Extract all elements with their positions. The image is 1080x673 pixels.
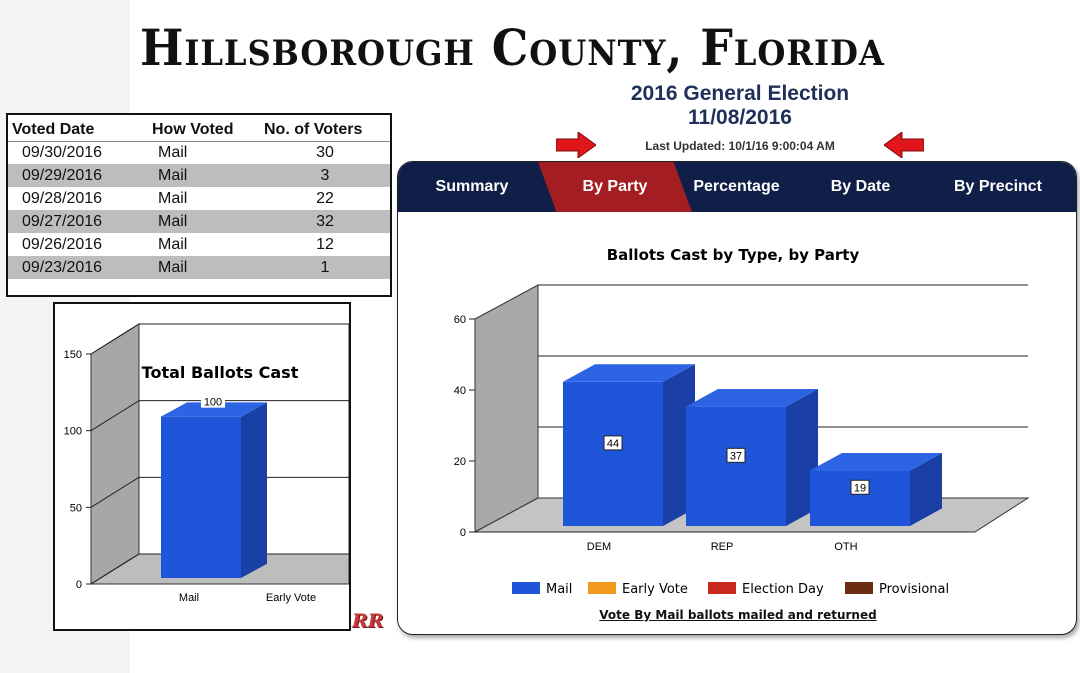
table-row: 09/29/2016 Mail 3 [8,164,390,187]
how-voted-cell: Mail [148,164,260,187]
grid-line [90,400,140,432]
voted-table: Voted Date How Voted No. of Voters 09/30… [8,115,390,279]
grid-line [90,553,140,585]
side-wall [474,284,539,533]
bar-mail-top [161,402,267,417]
bar-oth-side [910,452,942,526]
total-ballots-svg: 0 50 100 150 Total Ballots Cast Mail 100 Early … [64,323,349,604]
x-tick-label: Mail [179,592,199,604]
voters-count-cell: 22 [316,189,334,207]
data-label: 37 [730,450,742,462]
bar-mail-side [241,402,267,578]
side-wall [90,323,140,585]
county-title: Hillsborough County, Florida [140,18,885,77]
data-label-box [201,396,225,408]
voted-date-table: Voted Date How Voted No. of Voters 09/30… [6,113,392,297]
tab-by-party[interactable]: By Party [538,162,692,212]
how-voted-cell: Mail [158,143,188,161]
x-tick-label: REP [711,541,734,553]
legend-label: Early Vote [622,582,688,597]
how-voted-cell: Mail [158,235,188,253]
y-tick-label: 40 [454,385,466,397]
how-voted-cell: Mail [148,210,260,233]
tab-by-date[interactable]: By Date [830,178,891,195]
grid-line [90,323,140,355]
column-header-voted-date: Voted Date [8,115,148,142]
tab-percentage[interactable]: Percentage [693,178,780,195]
tab-by-precinct[interactable]: By Precinct [953,178,1043,195]
data-label-box [850,479,870,495]
tab-bar: Summary By Party Percentage By Date By P… [398,162,1076,212]
y-tick-label: 0 [460,527,466,539]
y-tick-label: 60 [454,314,466,326]
legend-swatch [588,582,616,594]
table-row: 09/28/2016 Mail 22 [8,187,390,210]
x-tick-label: Early Vote [266,592,316,604]
arrow-right-icon [556,132,596,158]
y-tick-label: 50 [70,502,82,514]
legend-label: Provisional [879,582,949,597]
grid-line [90,476,140,508]
data-label: 100 [204,397,222,409]
y-tick-label: 100 [64,426,82,438]
bar-oth-front [810,470,910,526]
voted-date-cell: 09/29/2016 [8,164,148,187]
last-updated: Last Updated: 10/1/16 9:00:04 AM [645,139,835,153]
bar-rep-front [686,406,786,526]
data-label: 19 [854,482,866,494]
tab-summary[interactable]: Summary [435,178,509,195]
bar-rep-top [686,389,818,407]
data-label-box [603,435,623,451]
how-voted-cell: Mail [148,256,260,279]
signature-mark: RR [352,610,384,632]
y-tick-label: 0 [76,579,82,591]
bar-dem-top [563,364,695,382]
x-tick-label: OTH [834,541,857,553]
footnote-link[interactable]: Vote By Mail ballots mailed and returned [599,608,877,622]
election-name: 2016 General Election [630,82,850,105]
bar-mail-front [161,416,241,578]
chart-title: Ballots Cast by Type, by Party [607,246,860,264]
voted-date-cell: 09/23/2016 [8,256,148,279]
voters-count-cell: 30 [316,143,334,161]
legend-label: Mail [546,582,572,597]
column-header-how-voted: How Voted [148,115,260,142]
x-tick-label: DEM [587,541,611,553]
data-label: 44 [607,438,619,450]
legend-swatch [845,582,873,594]
arrow-left-icon [884,132,924,158]
table-row: 09/27/2016 Mail 32 [8,210,390,233]
legend-swatch [512,582,540,594]
table-header-row: Voted Date How Voted No. of Voters [8,115,390,142]
table-row: 09/30/2016 Mail 30 [8,141,390,164]
voted-date-cell: 09/28/2016 [22,189,103,207]
table-row: 09/23/2016 Mail 1 [8,256,390,279]
voters-count-cell: 12 [316,235,334,253]
total-ballots-chart: 0 50 100 150 Total Ballots Cast Mail 100 Early … [53,302,351,631]
how-voted-cell: Mail [158,189,188,207]
party-chart-svg: Ballots Cast by Type, by Party 0 20 40 60 44 D… [454,246,1030,597]
results-panel: Summary By Party Percentage By Date By P… [397,161,1077,635]
y-tick-label: 20 [454,456,466,468]
legend-label: Election Day [742,582,824,597]
voters-count-cell: 3 [260,164,390,187]
y-tick-label: 150 [64,349,82,361]
election-date: 11/08/2016 [688,106,792,129]
voters-count-cell: 32 [260,210,390,233]
table-row: 09/26/2016 Mail 12 [8,233,390,256]
data-label-box [726,447,746,463]
legend-swatch [708,582,736,594]
chart-title: Total Ballots Cast [142,363,299,382]
voted-date-cell: 09/30/2016 [22,143,103,161]
bar-dem-front [563,381,663,526]
voters-count-cell: 1 [260,256,390,279]
bar-oth-top [810,452,942,471]
voted-date-cell: 09/27/2016 [8,210,148,233]
voted-date-cell: 09/26/2016 [22,235,103,253]
column-header-no-of-voters: No. of Voters [260,115,390,142]
